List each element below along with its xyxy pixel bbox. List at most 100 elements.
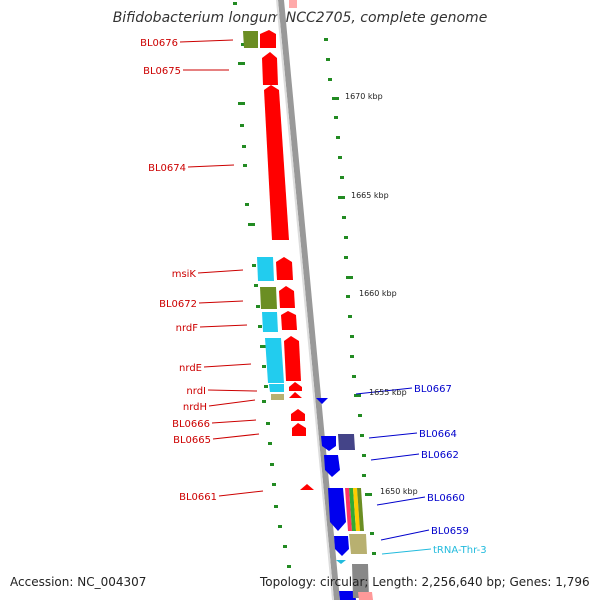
tick-mark [238,102,245,105]
gene-feature [257,257,274,281]
leader-line [198,300,244,304]
backbone-strand [278,0,340,600]
scale-label: 1660 kbp [359,289,397,298]
gene-feature [260,30,276,48]
leader-line [187,164,235,168]
gene-feature [334,536,349,556]
tick-mark [248,223,255,226]
scale-label: 1655 kbp [369,388,407,397]
gene-label-bl0667: BL0667 [414,384,452,395]
leader-line [370,453,420,461]
gene-feature [357,488,364,531]
tick-mark [352,375,356,378]
tick-mark [336,136,340,139]
gene-label-bl0659: BL0659 [431,526,469,537]
scale-label: 1670 kbp [345,92,383,101]
gene-label-bl0672: BL0672 [159,299,197,310]
tick-mark [354,394,361,397]
gene-feature [292,423,306,436]
tick-mark [254,284,258,287]
gene-feature [349,534,367,554]
gene-label-trna-thr-3: tRNA-Thr-3 [433,545,487,556]
gene-label-bl0676: BL0676 [140,38,178,49]
gene-label-nrde: nrdE [179,363,202,374]
tick-mark [372,552,376,555]
gene-feature [289,0,297,8]
tick-mark [283,545,287,548]
leader-line [218,490,264,497]
tick-mark [245,203,249,206]
tick-mark [324,38,328,41]
tick-mark [362,454,366,457]
tick-mark [266,422,270,425]
gene-features [243,0,373,600]
gene-feature [352,564,369,598]
tick-mark [278,525,282,528]
gene-feature [243,31,258,48]
tick-mark [262,365,266,368]
tick-mark [260,345,267,348]
tick-mark [340,176,344,179]
leader-line [199,324,248,328]
gene-label-msik: msiK [172,269,197,280]
gene-label-bl0675: BL0675 [143,66,181,77]
tick-mark [346,276,353,279]
tick-mark [350,335,354,338]
tick-mark [233,2,237,5]
leader-line [211,419,257,424]
gene-label-nrdf: nrdF [176,323,199,334]
gene-feature [336,560,346,564]
tick-mark [365,493,372,496]
gene-feature [279,286,295,308]
tick-mark [350,355,354,358]
gene-feature [321,436,336,451]
tick-mark [240,124,244,127]
leader-line [179,39,234,43]
gene-feature [338,434,355,450]
tick-mark [326,58,330,61]
tick-mark [287,565,291,568]
tick-mark [334,116,338,119]
gene-feature [262,52,278,85]
tick-mark [252,264,256,267]
leader-line [197,269,244,274]
gene-label-bl0665: BL0665 [173,435,211,446]
tick-mark [370,532,374,535]
tick-mark [258,325,262,328]
gene-label-bl0662: BL0662 [421,450,459,461]
tick-mark [274,505,278,508]
tick-mark [360,434,364,437]
gene-feature [300,484,314,490]
scale-labels: 1670 kbp 1665 kbp 1660 kbp 1655 kbp 1650 kbp [345,92,418,496]
gene-label-bl0674: BL0674 [148,163,186,174]
gene-feature [339,591,356,600]
map-title: Bifidobacterium longum NCC2705, complete… [112,10,488,26]
gene-feature [265,338,284,383]
gene-feature [271,394,284,400]
gene-feature [324,455,340,477]
gene-feature [289,382,302,391]
tick-mark [362,474,366,477]
gene-feature [291,409,305,421]
tick-mark [344,236,348,239]
tick-mark [241,43,245,46]
tick-mark [328,78,332,81]
gene-label-bl0666: BL0666 [172,419,210,430]
tick-mark [344,256,348,259]
tick-mark [262,400,266,403]
gene-feature [281,311,297,330]
leader-line [207,389,258,392]
gene-feature [345,488,352,531]
tick-mark [242,145,246,148]
gene-feature [328,488,346,531]
leader-line [203,363,252,368]
tick-mark [346,295,350,298]
gene-feature [353,488,360,531]
tick-marks [233,2,376,568]
gene-feature [269,384,284,392]
gene-label-nrdh: nrdH [183,402,207,413]
tick-mark [238,62,245,65]
scale-label: 1650 kbp [380,487,418,496]
tick-mark [268,442,272,445]
gene-feature [276,257,293,280]
